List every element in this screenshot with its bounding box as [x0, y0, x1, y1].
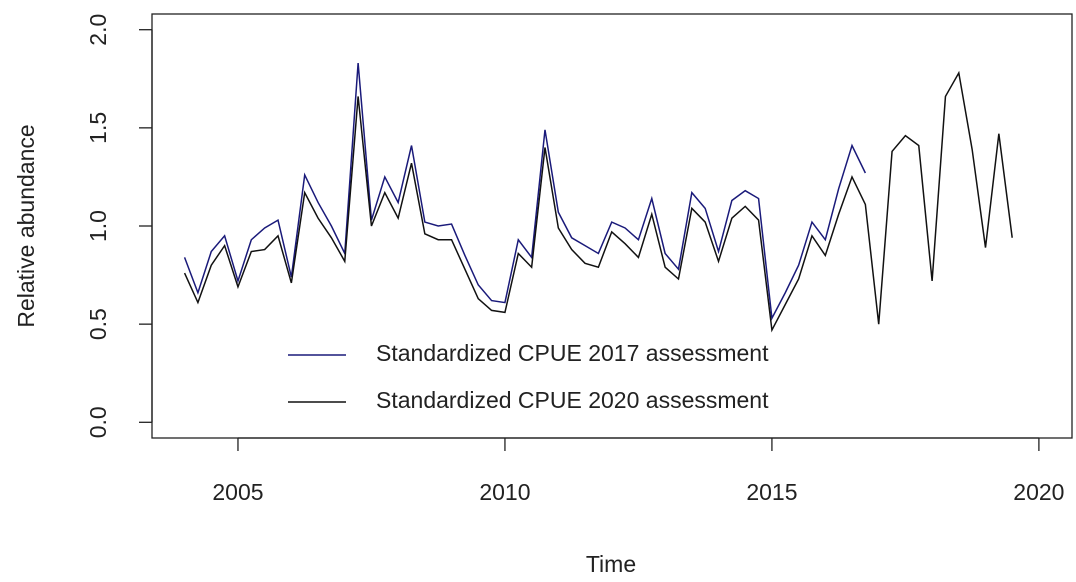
legend-label: Standardized CPUE 2017 assessment — [376, 340, 769, 366]
series-line — [183, 70, 1013, 333]
y-axis-label: Relative abundance — [13, 124, 39, 327]
x-axis-label: Time — [586, 551, 636, 577]
y-tick-label: 2.0 — [85, 14, 111, 46]
plot-box — [151, 13, 1073, 439]
x-tick-label: 2015 — [746, 479, 797, 505]
series-line — [183, 63, 867, 321]
x-tick-label: 2010 — [479, 479, 530, 505]
legend-label: Standardized CPUE 2020 assessment — [376, 387, 769, 413]
x-tick-label: 2005 — [212, 479, 263, 505]
y-tick-label: 1.5 — [85, 112, 111, 144]
y-tick-label: 1.0 — [85, 210, 111, 242]
y-tick-label: 0.5 — [85, 308, 111, 340]
y-tick-label: 0.0 — [85, 406, 111, 438]
x-tick-label: 2020 — [1013, 479, 1064, 505]
